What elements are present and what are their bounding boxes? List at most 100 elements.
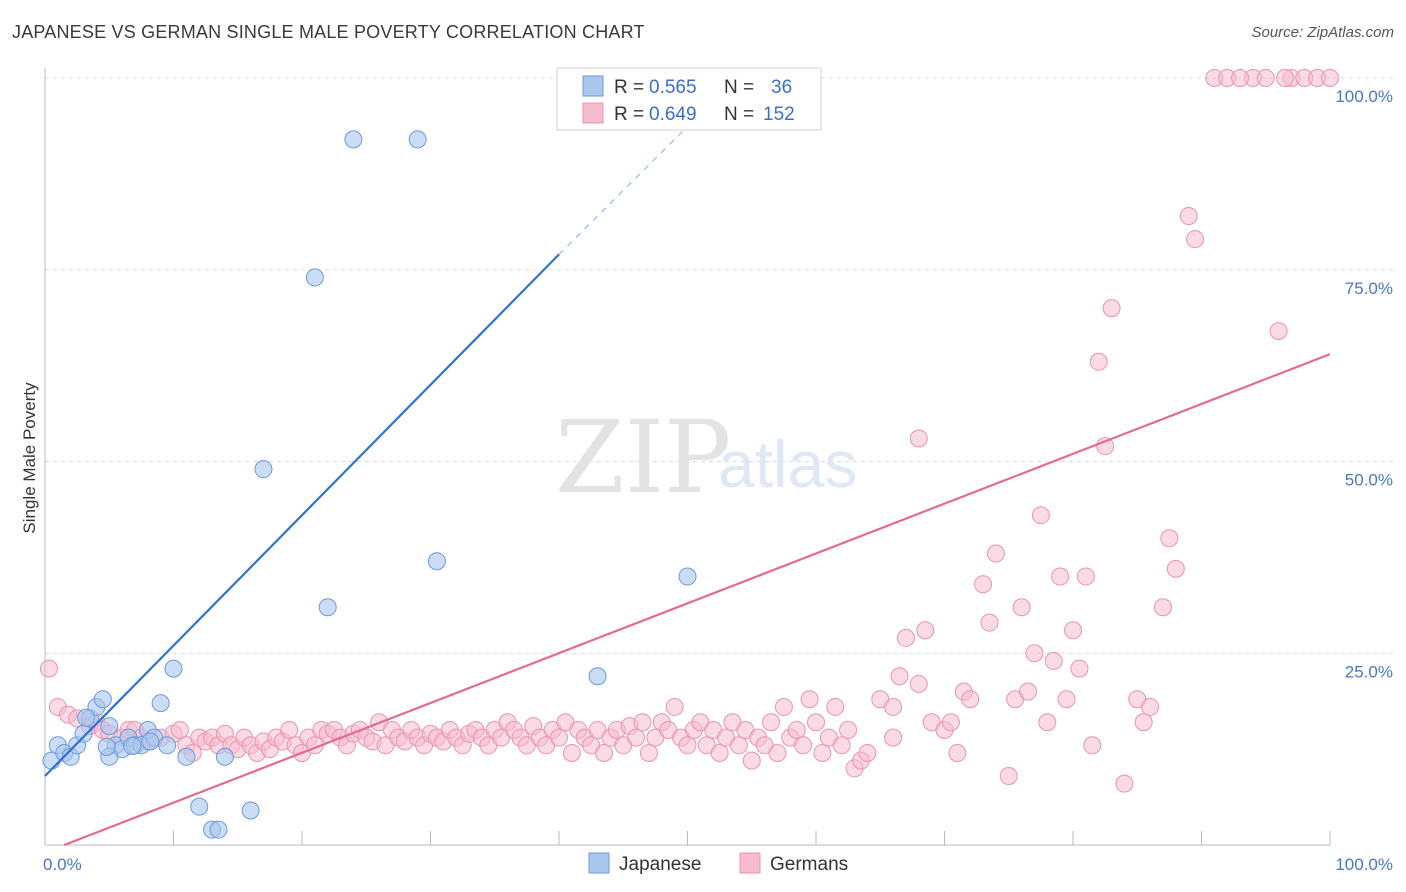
germans-point: [1031, 506, 1050, 525]
japanese-point: [209, 820, 228, 839]
germans-point: [884, 728, 903, 747]
germans-point: [1057, 690, 1076, 709]
legend-n-label: N =: [724, 77, 754, 98]
germans-point: [1012, 598, 1031, 617]
x-tick-label: 0.0%: [43, 855, 82, 874]
japanese-point: [100, 717, 119, 736]
legend-n-value-japanese: 36: [771, 77, 792, 98]
germans-point: [1231, 69, 1250, 87]
germans-point: [627, 728, 646, 747]
germans-point: [639, 743, 658, 762]
japanese-point: [74, 724, 93, 743]
germans-point: [1064, 621, 1082, 640]
japanese-point: [97, 737, 116, 756]
germans-point: [1141, 697, 1160, 716]
germans-point: [948, 743, 967, 762]
germans-point: [1186, 230, 1205, 249]
japanese-point: [678, 567, 697, 586]
germans-point: [807, 713, 825, 732]
y-tick-label: 75.0%: [1345, 279, 1393, 298]
germans-point: [710, 743, 729, 762]
japanese-point: [588, 667, 607, 686]
japanese-point: [123, 737, 142, 756]
germans-point: [1044, 651, 1063, 670]
legend-r-label: R =: [614, 77, 644, 98]
germans-trend-line: [63, 353, 1331, 847]
japanese-point: [344, 130, 363, 149]
germans-point: [594, 743, 613, 762]
germans-point: [1115, 774, 1134, 793]
watermark-atlas: atlas: [718, 427, 857, 501]
germans-point: [550, 728, 568, 747]
axes: [44, 68, 1331, 846]
watermark-zip: ZIP: [555, 399, 731, 516]
germans-point: [839, 720, 858, 739]
germans-point: [858, 743, 877, 762]
germans-point: [813, 743, 832, 762]
grid: [45, 77, 1395, 654]
germans-point: [562, 743, 581, 762]
japanese-point: [93, 690, 112, 709]
germans-point: [909, 674, 928, 693]
germans-point: [1134, 713, 1153, 732]
series-legend: Japanese Germans: [588, 852, 848, 875]
legend-r-value-germans: 0.649: [649, 104, 697, 125]
germans-point: [1025, 644, 1044, 663]
japanese-point: [427, 552, 446, 571]
germans-point: [1321, 69, 1339, 87]
germans-point: [762, 713, 781, 732]
y-axis-label: Single Male Poverty: [20, 382, 39, 534]
japanese-point: [254, 460, 273, 479]
stats-legend: R = 0.565 N = 36 R = 0.649 N = 152: [556, 67, 822, 131]
japanese-point: [141, 732, 160, 751]
germans-point: [1256, 69, 1275, 87]
germans-point: [999, 766, 1018, 785]
legend-swatch-germans: [582, 102, 604, 124]
germans-point: [729, 736, 748, 755]
germans-point: [1179, 207, 1198, 226]
germans-points: [39, 69, 1339, 793]
germans-point: [896, 628, 915, 647]
germans-point: [974, 575, 993, 594]
source-credit: Source: ZipAtlas.com: [1251, 24, 1394, 41]
germans-point: [884, 697, 903, 716]
tick-labels: 25.0% 50.0% 75.0% 100.0% 0.0% 100.0%: [43, 87, 1393, 874]
legend-label-japanese: Japanese: [619, 854, 701, 875]
germans-point: [1019, 682, 1038, 701]
germans-point: [986, 544, 1005, 563]
germans-point: [1089, 352, 1108, 371]
germans-point: [742, 751, 761, 770]
germans-point: [774, 697, 793, 716]
y-tick-label: 25.0%: [1345, 662, 1393, 681]
germans-point: [1153, 598, 1172, 617]
legend-swatch-japanese: [582, 75, 604, 97]
germans-point: [1076, 567, 1095, 586]
germans-point: [280, 720, 299, 739]
japanese-point: [177, 747, 196, 766]
germans-point: [1083, 736, 1102, 755]
x-tick-label: 100.0%: [1335, 855, 1393, 874]
germans-point: [1070, 659, 1089, 678]
legend-n-value-germans: 152: [763, 104, 795, 125]
legend-label-germans: Germans: [770, 854, 848, 875]
japanese-point: [77, 708, 96, 727]
germans-point: [832, 736, 851, 755]
japanese-point: [215, 747, 234, 766]
legend-swatch-germans: [739, 852, 761, 874]
y-tick-label: 50.0%: [1345, 471, 1393, 490]
germans-point: [1269, 322, 1288, 341]
germans-point: [768, 743, 787, 762]
germans-point: [678, 736, 697, 755]
germans-point: [39, 659, 58, 678]
germans-point: [980, 613, 999, 632]
germans-point: [961, 690, 980, 709]
watermark: ZIP atlas: [555, 399, 857, 516]
y-tick-label: 100.0%: [1335, 87, 1393, 106]
germans-point: [916, 621, 935, 640]
germans-point: [1276, 69, 1295, 87]
germans-point: [1038, 713, 1057, 732]
germans-point: [941, 713, 960, 732]
legend-r-value-japanese: 0.565: [649, 77, 697, 98]
japanese-point: [241, 801, 260, 820]
chart-title: JAPANESE VS GERMAN SINGLE MALE POVERTY C…: [12, 22, 645, 42]
